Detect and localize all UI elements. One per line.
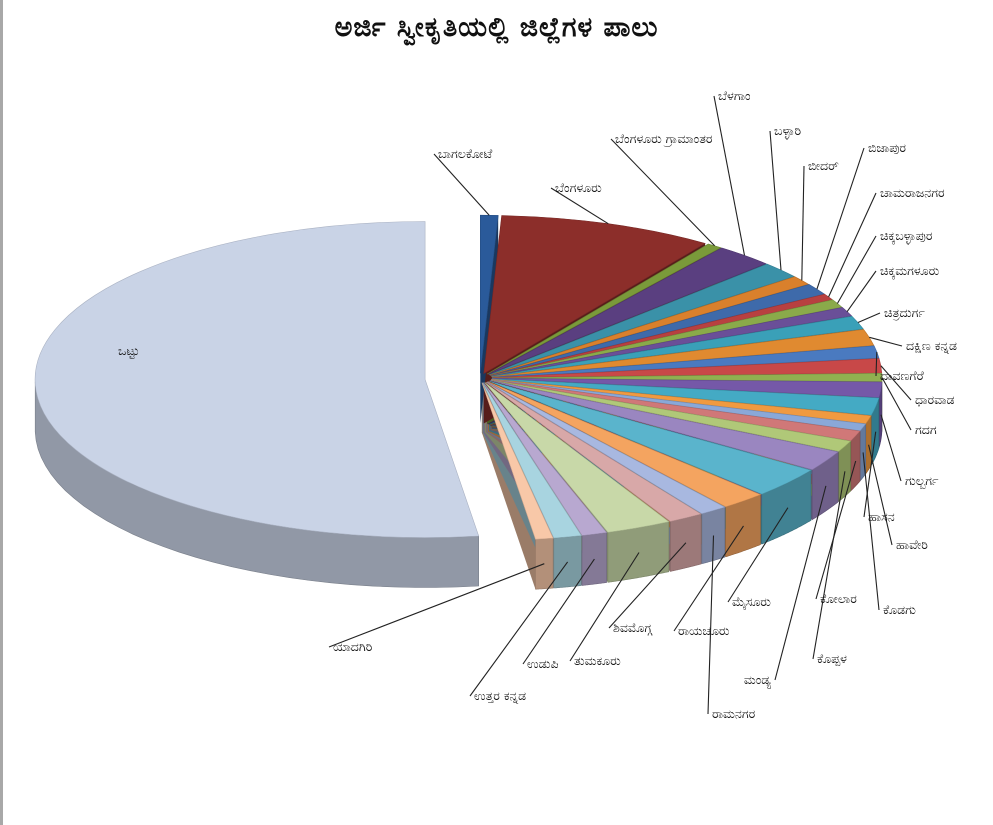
slice-label-21: ಮಂಡ್ಯ: [744, 672, 771, 689]
slice-label-1: ಬೆಂಗಳೂರು: [555, 180, 602, 195]
slice-label-25: ಶಿವಮೊಗ್ಗ: [613, 620, 652, 635]
slice-label-22: ಮೈಸೂರು: [732, 594, 771, 610]
slice-label-8: ಚಿಕ್ಕಬಳ್ಳಾಪುರ: [880, 228, 933, 245]
leader-line-24: [707, 535, 715, 715]
leader-line-21: [774, 485, 827, 681]
slice-21: [490, 380, 839, 471]
slice-23: [487, 381, 762, 508]
leader-line-12: [875, 351, 878, 377]
slice-label-5: ಬೀದರ್: [808, 158, 839, 173]
leader-line-4: [769, 130, 782, 271]
chart-title: ಅರ್ಜಿ ಸ್ವೀಕೃತಿಯಲ್ಲಿ ಜಿಲ್ಲೆಗಳ ಪಾಲು: [334, 12, 659, 43]
slice-22: [489, 380, 812, 495]
slice-label-30: ಒಟ್ಟು: [118, 343, 139, 359]
leader-line-6: [816, 147, 865, 290]
leader-line-5: [801, 165, 805, 281]
slice-label-28: ಉತ್ತರ ಕನ್ನಡ: [474, 688, 526, 704]
slice-14: [491, 372, 883, 382]
slice-1: [483, 215, 706, 375]
leader-line-16: [863, 431, 877, 518]
slice-27: [483, 382, 608, 536]
slice-24: [486, 381, 726, 515]
leader-line-27: [522, 558, 595, 665]
leader-line-10: [857, 312, 881, 324]
slice-29: [481, 382, 554, 540]
leader-line-1: [550, 187, 609, 225]
slice-labels: ಬಾಗಲಕೋಟೆ ಬೆಂಗಳೂರು ಬೆಂಗಳೂರು ಗ್ರಾಮಾಂತರ ಬೆಳಗಾಂ…: [118, 88, 957, 721]
leader-line-0: [433, 153, 490, 216]
slice-label-16: ಹಾಸನ: [868, 509, 895, 524]
leader-line-22: [727, 507, 789, 603]
slice-label-15: ಗುಲ್ಬರ್ಗ: [905, 473, 939, 489]
leader-line-17: [868, 444, 893, 546]
slice-3: [487, 247, 767, 375]
slice-30: [34, 221, 480, 538]
leader-line-26: [569, 552, 640, 662]
slice-20: [490, 379, 852, 452]
slice-side-29: [535, 537, 554, 590]
slice-side-17: [865, 414, 872, 475]
slice-label-10: ಚಿತ್ರದುರ್ಗ: [884, 305, 925, 321]
slice-28: [482, 382, 582, 539]
slice-label-18: ಕೊಡಗು: [883, 602, 916, 617]
leader-line-11: [869, 336, 903, 347]
slice-11: [491, 329, 875, 378]
leader-line-8: [836, 235, 877, 304]
label-leader-lines: [328, 95, 912, 715]
slice-label-12: ದಾವಣಗೆರೆ: [880, 368, 924, 383]
leader-line-14: [881, 377, 912, 431]
slice-label-6: ಬಿಜಾಪುರ: [868, 140, 906, 155]
slice-label-17: ಹಾವೇರಿ: [896, 537, 928, 552]
leader-line-3: [713, 95, 746, 256]
slice-side-28: [553, 535, 582, 589]
slice-10: [491, 315, 864, 377]
slice-15: [491, 378, 883, 398]
slice-label-27: ಉಡುಪಿ: [527, 656, 559, 671]
leader-line-25: [608, 542, 687, 629]
leader-line-2: [610, 138, 715, 247]
leader-line-28: [469, 561, 569, 697]
leader-line-20: [812, 471, 846, 660]
leader-line-15: [880, 414, 902, 482]
leader-line-13: [880, 365, 912, 401]
leader-line-7: [828, 192, 877, 298]
slice-label-13: ಧಾರವಾಡ: [915, 392, 955, 407]
slice-18: [491, 379, 867, 432]
leader-line-18: [862, 452, 880, 611]
slice-label-14: ಗದಗ: [915, 422, 937, 437]
slice-label-19: ಕೋಲಾರ: [820, 591, 857, 606]
leader-line-29: [328, 563, 545, 648]
slice-16: [491, 378, 880, 416]
pie-tops: [34, 214, 883, 540]
slice-label-29: ಯಾದಗಿರಿ: [333, 639, 373, 654]
slice-label-26: ತುಮಕೂರು: [574, 653, 621, 668]
slice-25: [485, 381, 702, 522]
slice-5: [489, 276, 810, 376]
slice-label-24: ರಾಮನಗರ: [712, 706, 756, 721]
slice-side-27: [581, 532, 607, 586]
slice-12: [491, 345, 880, 378]
slice-label-2: ಬೆಂಗಳೂರು ಗ್ರಾಮಾಂತರ: [615, 131, 713, 148]
leader-line-9: [846, 270, 877, 313]
slice-label-9: ಚಿಕ್ಕಮಗಳೂರು: [880, 263, 939, 279]
slice-label-23: ರಾಯಚೂರು: [678, 623, 730, 638]
slice-label-7: ಚಾಮರಾಜನಗರ: [880, 185, 945, 200]
slice-label-20: ಕೊಪ್ಪಳ: [817, 651, 847, 667]
slice-0: [480, 214, 499, 374]
slice-26: [484, 382, 670, 533]
slice-label-11: ದಕ್ಷಿಣ ಕನ್ನಡ: [906, 338, 957, 354]
slice-19: [491, 379, 861, 442]
slice-label-0: ಬಾಗಲಕೋಟೆ: [438, 146, 493, 161]
leader-line-23: [673, 525, 744, 632]
slice-label-4: ಬಳ್ಳಾರಿ: [774, 123, 801, 140]
slice-label-3: ಬೆಳಗಾಂ: [718, 88, 751, 103]
leader-line-19: [815, 460, 857, 600]
